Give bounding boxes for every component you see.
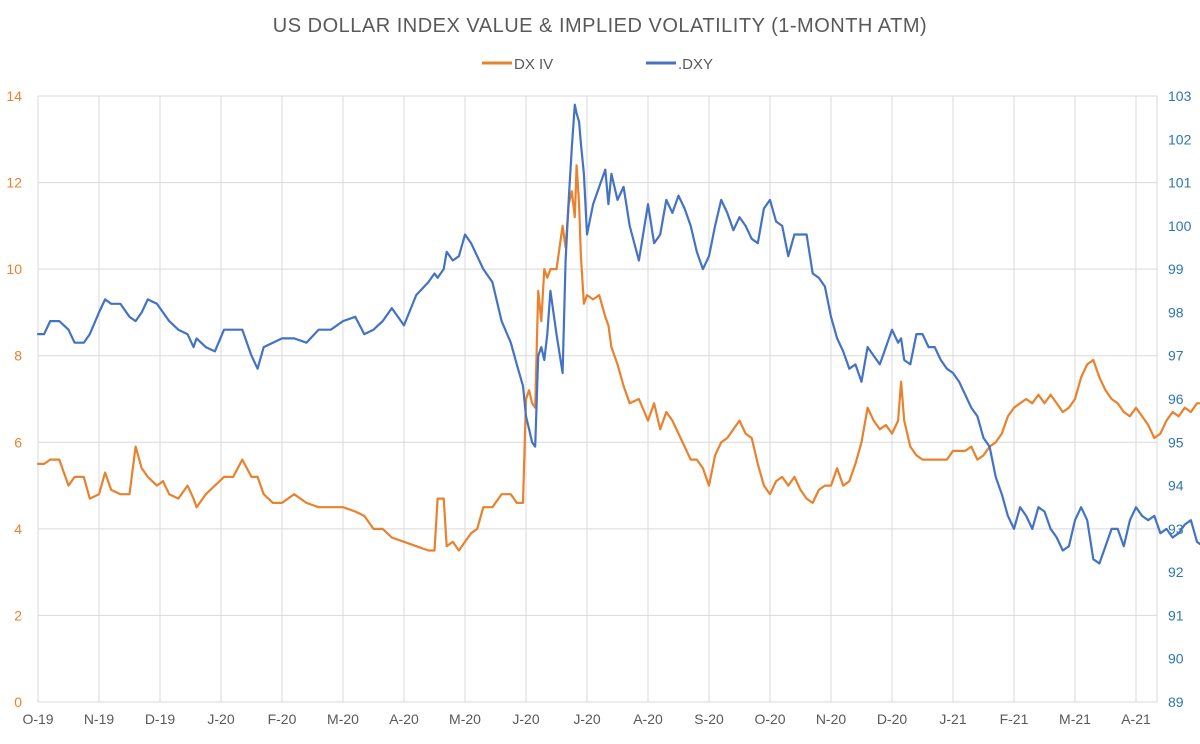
x-tick-label: D-19 xyxy=(145,711,176,727)
right-y-tick-label: 94 xyxy=(1168,478,1184,494)
left-y-tick-label: 6 xyxy=(14,434,22,450)
left-y-tick-label: 2 xyxy=(14,607,22,623)
x-tick-label: A-20 xyxy=(389,711,419,727)
left-y-tick-label: 14 xyxy=(6,88,22,104)
right-y-tick-label: 96 xyxy=(1168,391,1184,407)
left-y-tick-label: 0 xyxy=(14,694,22,710)
x-tick-label: O-19 xyxy=(22,711,53,727)
x-tick-label: F-21 xyxy=(1000,711,1029,727)
legend-label-dxy: .DXY xyxy=(678,56,713,73)
legend: DX IV .DXY xyxy=(482,56,713,73)
right-y-tick-label: 99 xyxy=(1168,261,1184,277)
left-y-tick-label: 12 xyxy=(6,175,22,191)
legend-label-dx-iv: DX IV xyxy=(514,56,553,73)
x-tick-label: M-20 xyxy=(327,711,359,727)
right-y-tick-label: 90 xyxy=(1168,651,1184,667)
series-line-dx-iv xyxy=(36,164,1200,552)
x-tick-label: S-20 xyxy=(694,711,724,727)
x-tick-label: M-21 xyxy=(1059,711,1091,727)
x-tick-label: J-20 xyxy=(573,711,600,727)
x-tick-label: A-20 xyxy=(633,711,663,727)
chart-title: US DOLLAR INDEX VALUE & IMPLIED VOLATILI… xyxy=(273,15,927,37)
right-y-tick-label: 101 xyxy=(1168,175,1192,191)
x-tick-label: F-20 xyxy=(268,711,297,727)
left-y-tick-label: 4 xyxy=(14,521,22,537)
right-y-tick-label: 102 xyxy=(1168,131,1192,147)
x-tick-label: M-20 xyxy=(449,711,481,727)
right-y-tick-label: 98 xyxy=(1168,304,1184,320)
gridlines xyxy=(37,95,1158,703)
x-tick-label: J-20 xyxy=(512,711,539,727)
right-y-tick-label: 95 xyxy=(1168,434,1184,450)
right-y-tick-label: 100 xyxy=(1168,218,1192,234)
x-tick-label: J-20 xyxy=(207,711,234,727)
series-lines xyxy=(36,103,1200,565)
right-y-tick-label: 103 xyxy=(1168,88,1192,104)
right-y-tick-label: 89 xyxy=(1168,694,1184,710)
left-y-axis: 0 2 4 6 8 10 12 14 xyxy=(6,88,22,710)
right-y-tick-label: 91 xyxy=(1168,607,1184,623)
x-axis: O-19 N-19 D-19 J-20 F-20 M-20 A-20 M-20 J-20 J-20… xyxy=(22,711,1151,727)
left-y-tick-label: 8 xyxy=(14,348,22,364)
x-tick-label: J-21 xyxy=(939,711,966,727)
x-tick-label: A-21 xyxy=(1121,711,1151,727)
right-y-tick-label: 92 xyxy=(1168,564,1184,580)
x-tick-label: O-20 xyxy=(754,711,785,727)
x-tick-label: N-19 xyxy=(84,711,115,727)
left-y-tick-label: 10 xyxy=(6,261,22,277)
x-tick-label: D-20 xyxy=(877,711,908,727)
x-tick-label: N-20 xyxy=(816,711,847,727)
series-line-dxy xyxy=(36,103,1200,565)
right-y-tick-label: 97 xyxy=(1168,348,1184,364)
